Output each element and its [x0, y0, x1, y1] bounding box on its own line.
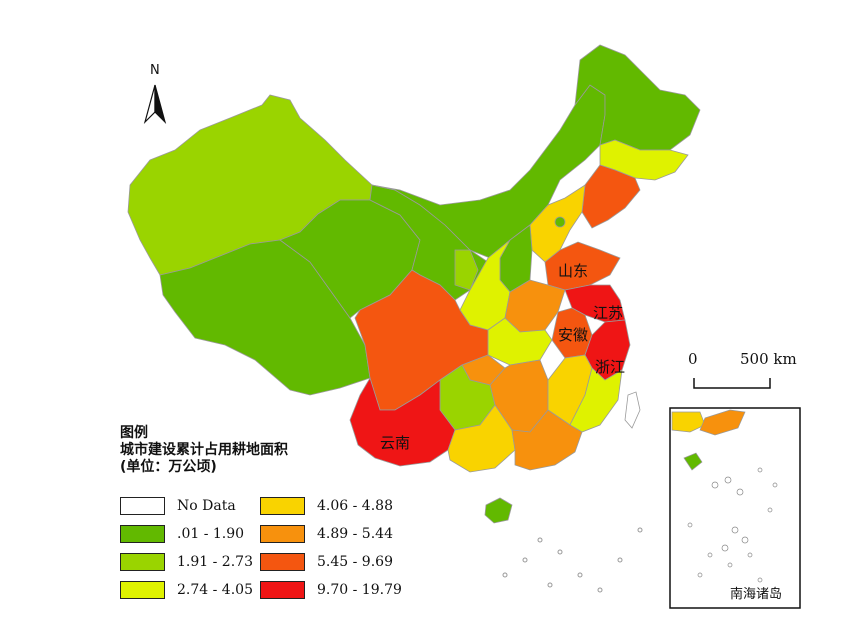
region-hubei	[487, 317, 553, 366]
legend-item: No Data	[120, 495, 236, 517]
legend-title-3: (单位：万公顷)	[120, 459, 217, 475]
legend-item: 4.89 - 5.44	[260, 523, 393, 545]
legend-item: .01 - 1.90	[120, 523, 244, 545]
scale-start-label: 0	[688, 350, 698, 368]
legend-item: 2.74 - 4.05	[120, 579, 253, 601]
scale-bar	[693, 378, 771, 389]
label-yunnan: 云南	[380, 434, 410, 452]
legend-swatch	[260, 497, 305, 515]
legend-range: 9.70 - 19.79	[317, 582, 402, 598]
legend-range: 4.06 - 4.88	[317, 498, 393, 514]
legend-swatch	[120, 497, 165, 515]
legend-range: 4.89 - 5.44	[317, 526, 393, 542]
legend-swatch	[260, 525, 305, 543]
south-china-sea-inset	[669, 407, 801, 609]
label-jiangsu: 江苏	[593, 304, 623, 322]
region-taiwan	[624, 391, 641, 429]
scale-end-label: 500 km	[740, 350, 797, 368]
region-guangxi	[447, 404, 516, 473]
legend-swatch	[260, 553, 305, 571]
region-beijing	[554, 216, 566, 228]
label-shandong: 山东	[558, 262, 588, 280]
legend-item: 5.45 - 9.69	[260, 551, 393, 573]
legend-item: 9.70 - 19.79	[260, 579, 402, 601]
legend: 图例 城市建设累计占用耕地面积 (单位：万公顷) No Data .01 - 1…	[120, 425, 420, 615]
legend-range: .01 - 1.90	[177, 526, 245, 542]
region-hainan	[484, 497, 513, 524]
legend-range: 1.91 - 2.73	[177, 554, 253, 570]
legend-swatch	[120, 525, 165, 543]
region-liaoning	[581, 164, 641, 229]
north-label: N	[150, 63, 160, 78]
label-anhui: 安徽	[558, 326, 588, 344]
map-regions	[127, 44, 701, 524]
region-ningxia	[454, 249, 479, 291]
legend-title-2: 城市建设累计占用耕地面积	[120, 442, 288, 458]
region-heilongjiang	[574, 44, 701, 151]
legend-title-1: 图例	[120, 425, 148, 441]
legend-range: No Data	[177, 498, 236, 514]
inset-label: 南海诸岛	[730, 586, 782, 602]
legend-range: 5.45 - 9.69	[317, 554, 393, 570]
legend-swatch	[260, 581, 305, 599]
legend-swatch	[120, 553, 165, 571]
label-zhejiang: 浙江	[595, 358, 625, 376]
region-guangdong	[511, 409, 583, 471]
south-sea-islands	[502, 527, 643, 593]
north-arrow-icon	[143, 84, 167, 125]
legend-range: 2.74 - 4.05	[177, 582, 253, 598]
legend-item: 1.91 - 2.73	[120, 551, 253, 573]
legend-item: 4.06 - 4.88	[260, 495, 393, 517]
legend-swatch	[120, 581, 165, 599]
